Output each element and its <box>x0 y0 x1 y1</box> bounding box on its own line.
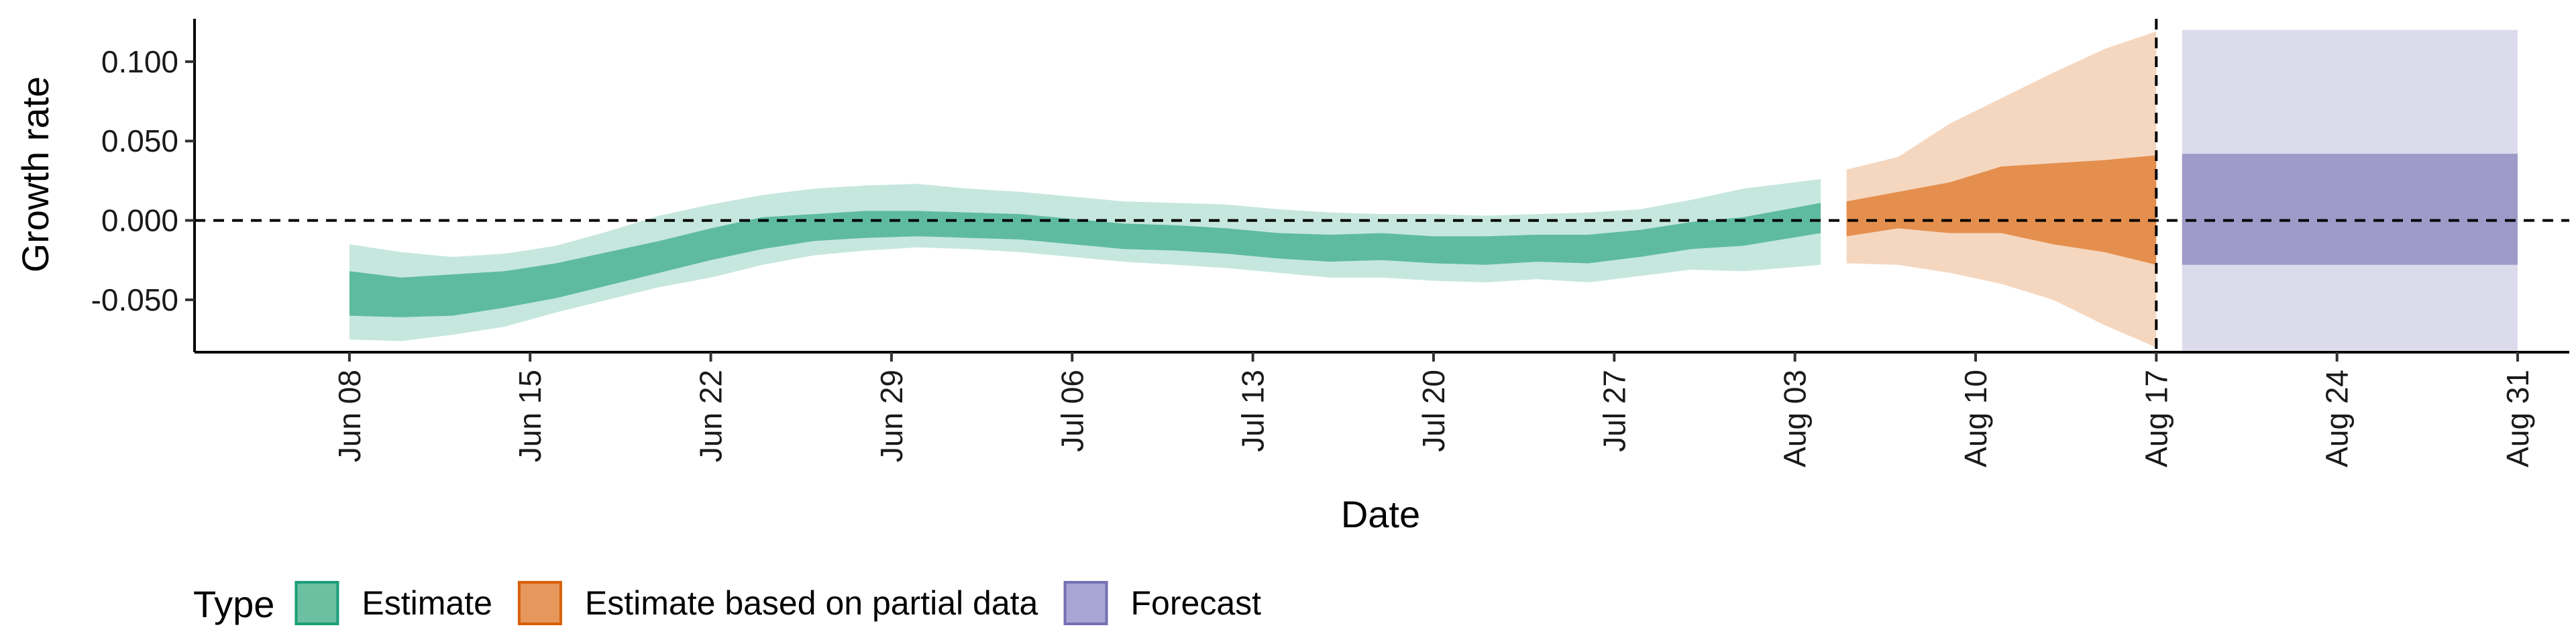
reference-lines <box>195 19 2569 352</box>
legend-label-forecast: Forecast <box>1131 584 1262 622</box>
y-tick-label: 0.000 <box>101 203 178 238</box>
legend-label-estimate: Estimate <box>362 584 492 622</box>
estimate-based-on-partial-data-inner-band <box>1846 155 2157 265</box>
band-layer <box>349 30 2518 351</box>
y-axis-title: Growth rate <box>14 76 56 273</box>
legend-key-forecast <box>1063 581 1108 625</box>
x-tick-label: Jul 13 <box>1236 370 1271 452</box>
x-tick-label: Aug 24 <box>2320 370 2355 468</box>
legend-key-estimate-based-on-partial-data <box>517 581 562 625</box>
x-tick-label: Jun 29 <box>874 370 909 462</box>
y-tick-label: 0.050 <box>101 123 178 158</box>
estimate-outer-band <box>349 179 1821 341</box>
x-tick-label: Aug 03 <box>1778 370 1813 468</box>
x-tick-label: Aug 17 <box>2139 370 2174 468</box>
y-tick-label: 0.100 <box>101 44 178 79</box>
x-tick-label: Aug 31 <box>2500 370 2535 468</box>
x-tick-label: Jul 06 <box>1055 370 1089 452</box>
legend-title: Type <box>193 583 274 625</box>
x-tick-label: Aug 10 <box>1958 370 1993 468</box>
x-tick-label: Jun 22 <box>694 370 729 462</box>
x-tick-label: Jul 27 <box>1597 370 1631 452</box>
legend-key-estimate <box>294 581 339 625</box>
y-tick-label: -0.050 <box>91 282 178 317</box>
x-tick-label: Jun 15 <box>513 370 547 462</box>
legend: Type Estimate Estimate based on partial d… <box>193 581 1262 625</box>
x-tick-label: Jun 08 <box>332 370 367 462</box>
estimate-inner-band <box>349 203 1821 317</box>
forecast-inner-band <box>2182 154 2518 265</box>
axes: -0.050 0.000 0.050 0.100 Jun 08 Jun 15 Jun 22 J… <box>91 19 2569 468</box>
x-tick-label: Jul 20 <box>1416 370 1451 452</box>
legend-label-estimate-based-on-partial-data: Estimate based on partial data <box>585 584 1038 622</box>
x-axis-title: Date <box>1341 493 1420 535</box>
